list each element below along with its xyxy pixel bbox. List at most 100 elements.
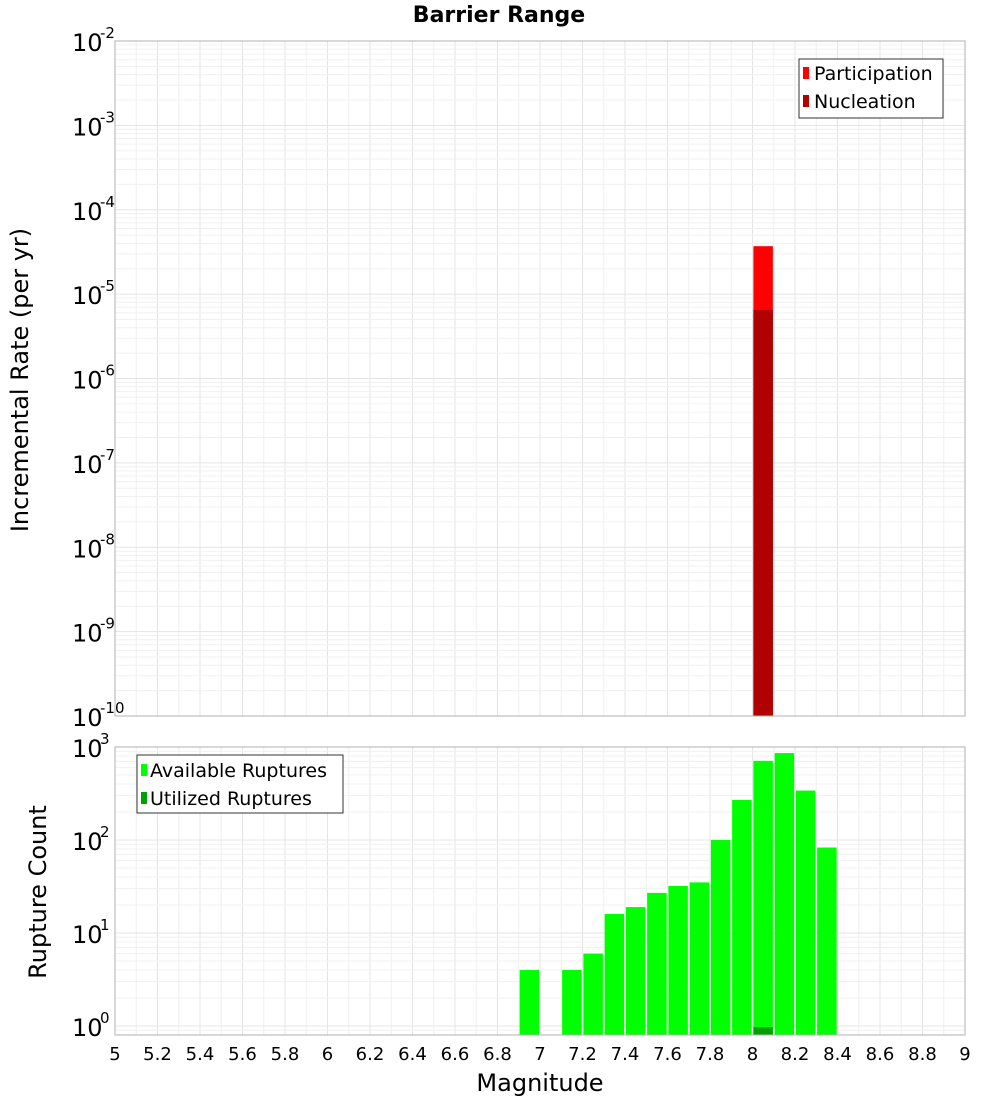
bar-available-ruptures: [668, 886, 688, 1035]
y-tick-label: 10-9: [72, 615, 115, 648]
y-tick-label: 10-2: [72, 24, 115, 57]
rate-legend-box: [798, 58, 944, 119]
legend-swatch-participation: [803, 67, 809, 79]
bar-available-ruptures: [689, 882, 710, 1035]
bar-available-ruptures: [753, 760, 773, 1035]
rate-y-axis-label: Incremental Rate (per yr): [6, 228, 34, 532]
bar-available-ruptures: [583, 953, 603, 1035]
y-tick-base: 10: [72, 367, 103, 395]
y-tick-exponent: 0: [100, 1009, 110, 1027]
x-tick-label: 6: [322, 1044, 333, 1065]
legend-swatch-utilized: [141, 792, 147, 804]
y-tick-label: 101: [72, 916, 110, 949]
x-tick-label: 8.6: [866, 1044, 895, 1065]
x-tick-label: 6.2: [356, 1044, 385, 1065]
x-tick-label: 7.8: [696, 1044, 725, 1065]
x-tick-label: 7.4: [611, 1044, 640, 1065]
y-tick-exponent: -4: [100, 193, 115, 211]
x-tick-label: 8.8: [908, 1044, 937, 1065]
y-tick-exponent: -3: [100, 108, 115, 126]
y-tick-label: 102: [72, 823, 110, 856]
bar-available-ruptures: [519, 969, 540, 1035]
y-tick-exponent: -6: [100, 362, 115, 380]
y-tick-label: 100: [72, 1009, 110, 1042]
bar-nucleation: [753, 309, 773, 716]
y-tick-exponent: -5: [100, 277, 115, 295]
y-tick-label: 10-7: [72, 446, 115, 479]
y-tick-exponent: -2: [100, 24, 115, 42]
y-tick-base: 10: [72, 198, 103, 226]
y-tick-base: 10: [72, 735, 103, 763]
y-tick-base: 10: [72, 704, 103, 732]
legend-label-nucleation: Nucleation: [814, 91, 916, 113]
count-y-axis-label: Rupture Count: [24, 805, 52, 979]
x-tick-label: 9: [959, 1044, 970, 1065]
y-tick-label: 10-6: [72, 362, 115, 395]
legend-swatch-nucleation: [803, 95, 809, 107]
x-tick-label: 6.4: [398, 1044, 427, 1065]
x-axis-label: Magnitude: [476, 1069, 603, 1097]
y-tick-exponent: -9: [100, 615, 115, 633]
y-tick-label: 10-5: [72, 277, 115, 310]
bar-available-ruptures: [732, 799, 752, 1035]
chart-title: Barrier Range: [413, 3, 585, 28]
y-tick-base: 10: [72, 282, 103, 310]
y-tick-exponent: -10: [100, 699, 125, 717]
bar-available-ruptures: [795, 790, 816, 1035]
y-tick-base: 10: [72, 535, 103, 563]
bar-available-ruptures: [774, 753, 795, 1035]
x-tick-label: 5: [109, 1044, 120, 1065]
x-tick-label: 5.8: [271, 1044, 300, 1065]
x-tick-label: 8.2: [781, 1044, 810, 1065]
y-tick-base: 10: [72, 1014, 103, 1042]
rate-legend: Participation Nucleation: [798, 58, 944, 119]
bar-available-ruptures: [817, 847, 837, 1035]
y-tick-base: 10: [72, 29, 103, 57]
legend-swatch-available: [141, 764, 147, 776]
count-x-ticks: 5 5.2 5.4 5.6 5.8 6 6.2 6.4 6.6 6.8 7 7.2 7.4 7.6 7.8 8…: [109, 1044, 970, 1065]
x-tick-label: 7: [534, 1044, 545, 1065]
legend-label-participation: Participation: [814, 63, 933, 85]
legend-label-available: Available Ruptures: [150, 760, 327, 782]
bar-available-ruptures: [562, 969, 582, 1035]
x-tick-label: 6.8: [483, 1044, 512, 1065]
count-plot-frame: [114, 746, 966, 1036]
count-legend-box: [136, 754, 344, 814]
y-tick-base: 10: [72, 113, 103, 141]
rate-grid: [114, 40, 966, 717]
bar-available-ruptures: [710, 839, 731, 1035]
count-bars: [519, 753, 837, 1035]
x-tick-label: 7.6: [653, 1044, 682, 1065]
bar-available-ruptures: [604, 914, 625, 1035]
y-tick-exponent: 3: [100, 730, 110, 748]
y-tick-exponent: 2: [100, 823, 110, 841]
bar-available-ruptures: [625, 907, 646, 1035]
x-tick-label: 5.2: [143, 1044, 172, 1065]
y-tick-base: 10: [72, 451, 103, 479]
count-legend: Available Ruptures Utilized Ruptures: [136, 754, 344, 814]
y-tick-label: 10-10: [72, 699, 125, 732]
y-tick-base: 10: [72, 828, 103, 856]
y-tick-label: 10-8: [72, 530, 115, 563]
x-tick-label: 5.6: [228, 1044, 257, 1065]
y-tick-exponent: -8: [100, 530, 115, 548]
y-tick-label: 103: [72, 730, 110, 763]
y-tick-base: 10: [72, 921, 103, 949]
bar-available-ruptures: [647, 892, 667, 1035]
legend-label-utilized: Utilized Ruptures: [150, 788, 312, 810]
y-tick-base: 10: [72, 620, 103, 648]
y-tick-label: 10-3: [72, 108, 115, 141]
rate-bars: [753, 246, 773, 716]
y-tick-exponent: 1: [100, 916, 110, 934]
x-tick-label: 7.2: [568, 1044, 597, 1065]
x-tick-label: 5.4: [186, 1044, 215, 1065]
x-tick-label: 8: [747, 1044, 758, 1065]
x-tick-label: 8.4: [823, 1044, 852, 1065]
bar-utilized-ruptures: [753, 1027, 773, 1035]
x-tick-label: 6.6: [441, 1044, 470, 1065]
